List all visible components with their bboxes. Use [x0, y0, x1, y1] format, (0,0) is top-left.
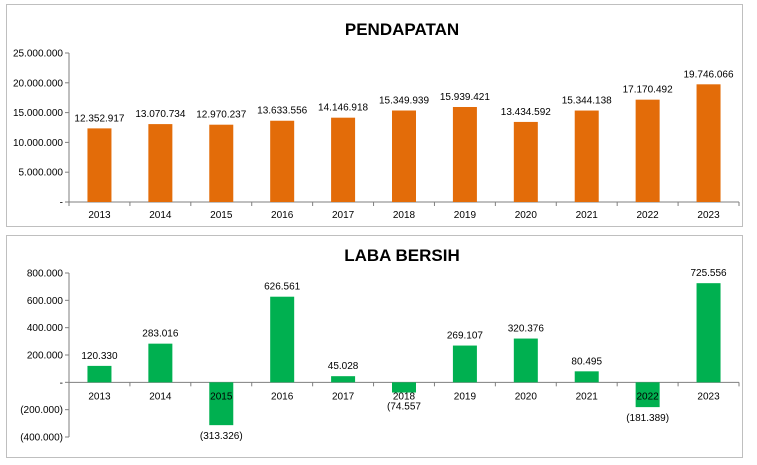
laba-bersih-bar-2020	[513, 338, 538, 383]
pendapatan-x-tick-label: 2021	[576, 210, 599, 221]
pendapatan-bar-2023	[696, 84, 721, 202]
pendapatan-data-label: 13.434.592	[501, 107, 551, 118]
laba-bersih-bar-2021	[574, 371, 599, 383]
laba-bersih-bar-2018	[392, 382, 416, 393]
pendapatan-bar-2013	[87, 128, 112, 202]
laba-bersih-x-tick-label: 2017	[332, 391, 355, 402]
pendapatan-x-tick-label: 2017	[332, 210, 355, 221]
pendapatan-data-label: 19.746.066	[684, 69, 734, 80]
laba-bersih-title: LABA BERSIH	[344, 246, 460, 265]
pendapatan-data-label: 12.352.917	[74, 113, 124, 124]
pendapatan-y-tick-label: -	[60, 198, 63, 209]
pendapatan-x-tick-label: 2015	[210, 210, 233, 221]
pendapatan-data-label: 15.349.939	[379, 96, 429, 107]
laba-bersih-bar-2016	[270, 296, 295, 383]
pendapatan-data-label: 13.070.734	[135, 109, 185, 120]
laba-bersih-y-tick-label: 400.000	[27, 323, 64, 334]
laba-bersih-data-label: (313.326)	[200, 431, 243, 442]
laba-bersih-bar-2023	[696, 283, 721, 383]
pendapatan-x-tick-label: 2014	[149, 210, 172, 221]
pendapatan-y-tick-label: 15.000.000	[13, 108, 63, 119]
laba-bersih-bar-2019	[452, 345, 477, 383]
pendapatan-data-label: 15.939.421	[440, 92, 490, 103]
laba-bersih-data-label: 320.376	[508, 324, 545, 335]
laba-bersih-y-tick-label: 800.000	[27, 269, 64, 280]
pendapatan-x-tick-label: 2022	[637, 210, 660, 221]
pendapatan-bar-2021	[574, 110, 599, 202]
pendapatan-bar-2014	[148, 124, 173, 202]
laba-bersih-data-label: (181.389)	[626, 413, 669, 424]
pendapatan-y-tick-label: 5.000.000	[19, 168, 64, 179]
pendapatan-data-label: 15.344.138	[562, 96, 612, 107]
laba-bersih-x-tick-label: 2016	[271, 391, 294, 402]
pendapatan-x-tick-label: 2020	[515, 210, 538, 221]
laba-bersih-data-label: 283.016	[142, 329, 179, 340]
laba-bersih-y-tick-label: 200.000	[27, 351, 64, 362]
laba-bersih-bar-2017	[331, 376, 356, 383]
pendapatan-data-label: 12.970.237	[196, 110, 246, 121]
pendapatan-y-tick-label: 10.000.000	[13, 138, 63, 149]
laba-bersih-y-tick-label: (200.000)	[20, 405, 63, 416]
laba-bersih-bar-2015	[209, 382, 234, 426]
laba-bersih-x-tick-label: 2015	[210, 391, 233, 402]
laba-bersih-x-tick-label: 2022	[637, 391, 660, 402]
laba-bersih-y-tick-label: 600.000	[27, 296, 64, 307]
pendapatan-x-tick-label: 2013	[88, 210, 111, 221]
pendapatan-bar-2016	[270, 120, 295, 202]
pendapatan-bar-2020	[513, 121, 538, 202]
laba-bersih-bar-2014	[148, 343, 173, 383]
pendapatan-title: PENDAPATAN	[345, 20, 459, 39]
laba-bersih-x-tick-label: 2018	[393, 391, 416, 402]
laba-bersih-y-tick-label: (400.000)	[20, 433, 63, 444]
pendapatan-data-label: 14.146.918	[318, 103, 368, 114]
laba-bersih-x-tick-label: 2021	[576, 391, 599, 402]
laba-bersih-x-tick-label: 2023	[697, 391, 720, 402]
laba-bersih-data-label: 45.028	[328, 361, 359, 372]
laba-bersih-data-label: 725.556	[690, 268, 727, 279]
pendapatan-x-tick-label: 2018	[393, 210, 416, 221]
laba-bersih-data-label: 626.561	[264, 282, 301, 293]
pendapatan-data-label: 17.170.492	[623, 85, 673, 96]
laba-bersih-y-tick-label: -	[60, 378, 63, 389]
laba-bersih-bar-2022	[635, 382, 660, 408]
pendapatan-bar-2018	[392, 110, 416, 202]
pendapatan-x-tick-label: 2023	[697, 210, 720, 221]
laba-bersih-data-label: (74.557	[387, 401, 421, 412]
laba-bersih-data-label: 80.495	[571, 356, 602, 367]
pendapatan-bar-2015	[209, 124, 234, 202]
laba-bersih-x-tick-label: 2020	[515, 391, 538, 402]
pendapatan-x-tick-label: 2016	[271, 210, 294, 221]
pendapatan-data-label: 13.633.556	[257, 106, 307, 117]
pendapatan-x-tick-label: 2019	[454, 210, 477, 221]
laba-bersih-data-label: 269.107	[447, 331, 484, 342]
laba-bersih-chart-panel: LABA BERSIH (400.000) (200.000) - 200.000 400…	[6, 235, 743, 458]
pendapatan-y-tick-label: 25.000.000	[13, 49, 63, 60]
pendapatan-bar-2022	[635, 99, 660, 202]
laba-bersih-data-label: 120.330	[81, 351, 118, 362]
laba-bersih-x-tick-label: 2019	[454, 391, 477, 402]
laba-bersih-x-tick-label: 2013	[88, 391, 111, 402]
pendapatan-chart: PENDAPATAN - 5.000.000 10.000.000 15.000.000…	[13, 20, 740, 221]
laba-bersih-bar-2013	[87, 365, 112, 383]
pendapatan-y-tick-label: 20.000.000	[13, 78, 63, 89]
pendapatan-bar-2017	[331, 117, 356, 202]
pendapatan-chart-panel: PENDAPATAN - 5.000.000 10.000.000 15.000.000…	[6, 4, 743, 227]
pendapatan-bar-2019	[452, 107, 477, 202]
laba-bersih-x-tick-label: 2014	[149, 391, 172, 402]
laba-bersih-chart: LABA BERSIH (400.000) (200.000) - 200.000 400…	[20, 246, 740, 444]
